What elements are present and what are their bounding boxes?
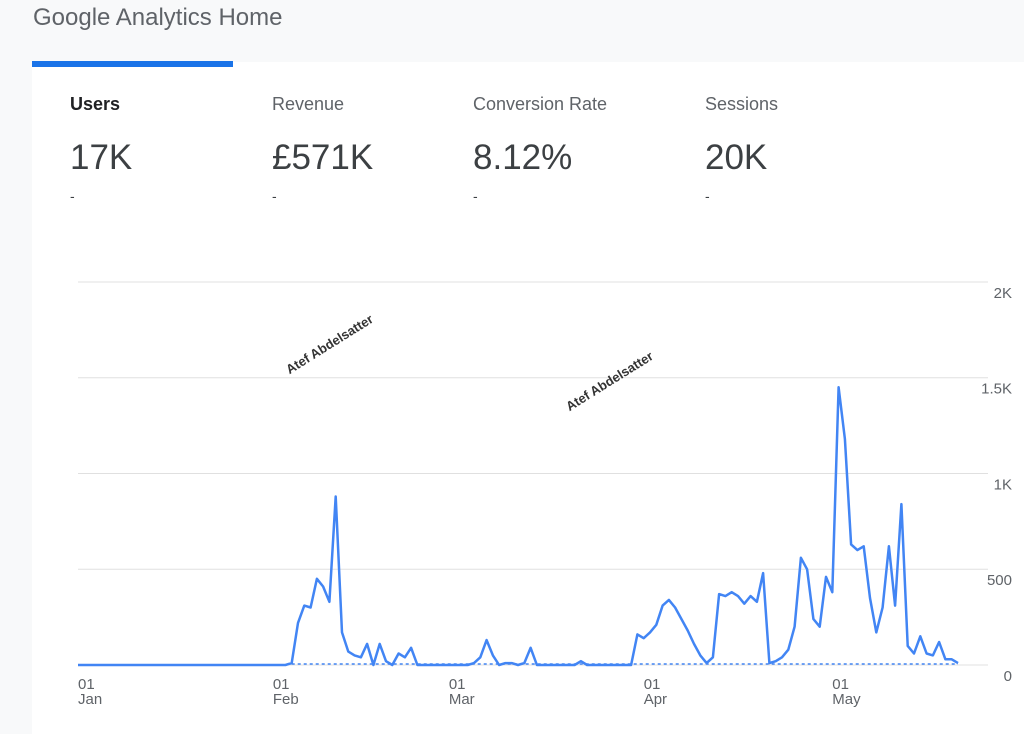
active-tab-indicator (32, 61, 233, 67)
page-title: Google Analytics Home (33, 4, 283, 31)
y-tick-label: 2K (994, 285, 1012, 302)
metric-value: £571K (272, 138, 374, 177)
metric-value: 8.12% (473, 138, 573, 177)
watermark: Atef Abdelsatter (563, 348, 656, 414)
metric-label[interactable]: Revenue (272, 94, 345, 114)
metric-change: - (70, 188, 75, 204)
x-tick-label: 01 May (832, 676, 861, 708)
y-tick-label: 0 (1004, 668, 1012, 685)
metric-label[interactable]: Sessions (705, 94, 779, 114)
y-tick-label: 500 (987, 572, 1012, 589)
metric-change: - (473, 188, 478, 204)
x-tick-label: 01 Jan (78, 676, 103, 708)
x-tick-label: 01 Feb (272, 676, 299, 708)
data-line (78, 386, 959, 667)
y-tick-label: 1K (994, 476, 1012, 493)
metric-label[interactable]: Users (70, 94, 121, 114)
metric-label[interactable]: Conversion Rate (473, 94, 608, 114)
watermark: Atef Abdelsatter (283, 311, 376, 377)
metric-value: 17K (70, 138, 133, 177)
metric-change: - (705, 188, 710, 204)
metric-value: 20K (705, 138, 768, 177)
x-tick-label: 01 Apr (643, 676, 668, 708)
metric-change: - (272, 188, 277, 204)
x-tick-label: 01 Mar (448, 676, 475, 708)
y-tick-label: 1.5K (981, 381, 1012, 398)
card (32, 62, 1024, 734)
